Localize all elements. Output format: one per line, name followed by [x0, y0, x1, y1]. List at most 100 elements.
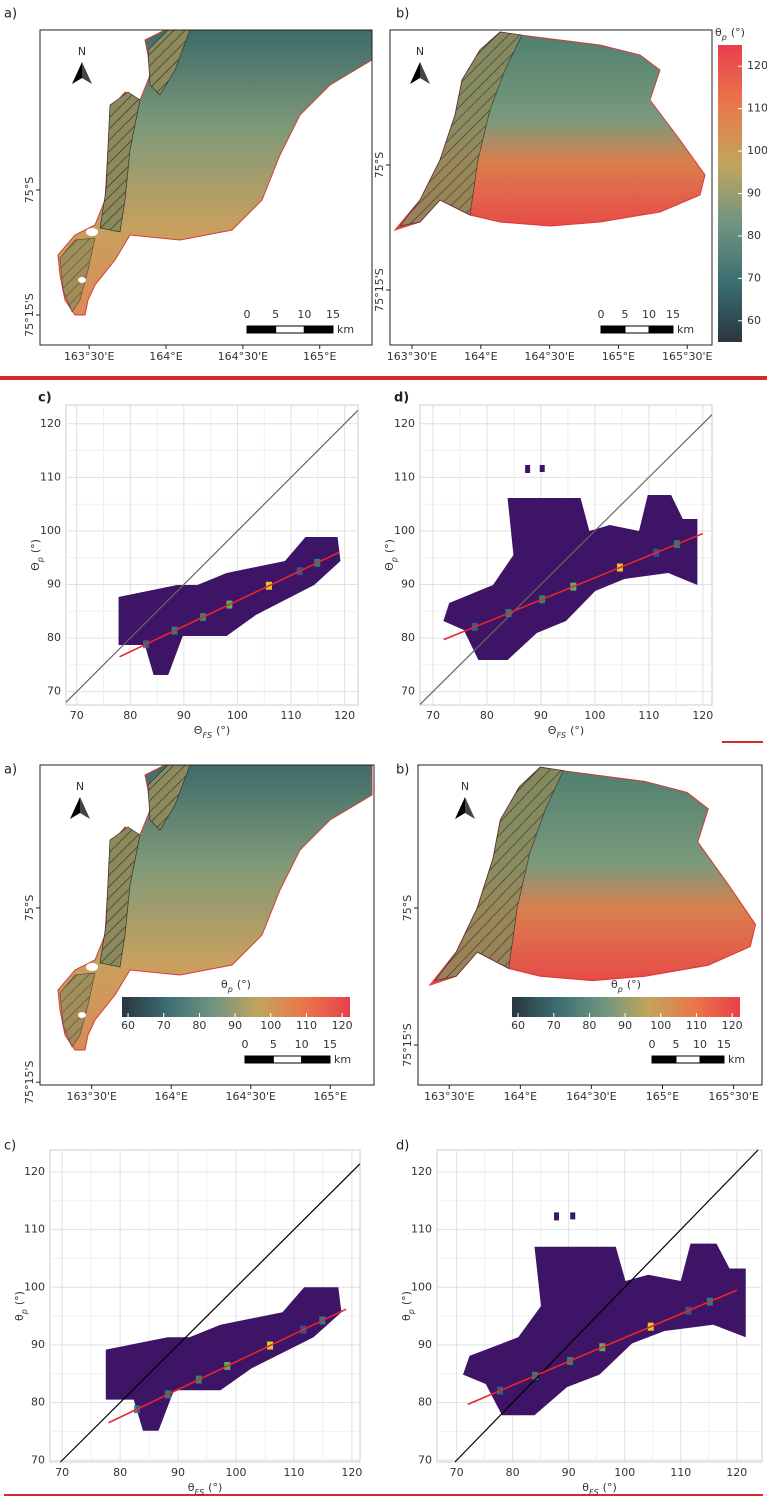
scalebar-label: 15 [323, 1038, 337, 1051]
label-unit: (°) [29, 539, 42, 553]
x-tick-label: 164°30'E [524, 350, 575, 363]
scalebar-label: 15 [666, 308, 680, 321]
label-unit: (°) [603, 1481, 617, 1494]
x-tick-label: 165°E [602, 350, 635, 363]
x-tick-label: 120 [726, 1466, 747, 1479]
label-subscript: FS [589, 1488, 599, 1497]
colorbar-tick-label: 80 [747, 229, 761, 242]
scalebar-segment [600, 325, 626, 334]
north-arrow [465, 797, 475, 819]
axis-label: θp (°) [611, 978, 641, 994]
north-arrow [70, 797, 80, 819]
y-tick-label: 80 [31, 1396, 45, 1409]
scalebar-unit: km [337, 323, 354, 336]
axis-label: θFS (°) [188, 1481, 223, 1497]
y-tick-label: 80 [47, 631, 61, 644]
y-tick-label: 70 [401, 685, 415, 698]
x-tick-label: 165°E [303, 350, 336, 363]
x-tick-label: 80 [506, 1466, 520, 1479]
colorbar-tick-label: 60 [511, 1019, 525, 1032]
panel-label: a) [4, 763, 17, 778]
x-tick-label: 165°E [646, 1090, 679, 1103]
map-frame [417, 764, 763, 1086]
density-cloud [554, 1212, 559, 1221]
axis-label: θp (°) [13, 1291, 29, 1321]
x-tick-label: 164°E [149, 350, 182, 363]
identity-line [454, 1149, 759, 1463]
scalebar-segment [275, 325, 305, 334]
scalebar-segment [651, 1055, 677, 1064]
x-tick-label: 164°E [154, 1090, 187, 1103]
colorbar-tick-label: 70 [157, 1019, 171, 1032]
north-arrow [410, 62, 420, 84]
x-tick-label: 70 [55, 1466, 69, 1479]
x-tick-label: 90 [562, 1466, 576, 1479]
x-tick-label: 70 [426, 709, 440, 722]
label-unit: (°) [400, 1291, 413, 1305]
colorbar-tick-label: 70 [547, 1019, 561, 1032]
colorbar-tick-label: 80 [192, 1019, 206, 1032]
x-tick-label: 110 [670, 1466, 691, 1479]
north-arrow [72, 62, 82, 84]
axis-label: ΘFS (°) [548, 724, 584, 740]
y-tick-label: 75°S [401, 895, 414, 921]
x-tick-label: 90 [534, 709, 548, 722]
axis-label: θFS (°) [582, 1481, 617, 1497]
colorbar-tick-label: 110 [686, 1019, 707, 1032]
x-tick-label: 120 [341, 1466, 362, 1479]
x-tick-label: 100 [227, 709, 248, 722]
y-tick-label: 75°S [23, 177, 36, 203]
y-tick-label: 75°15'S [373, 268, 386, 312]
scalebar-unit: km [728, 1053, 745, 1066]
x-tick-label: 165°E [314, 1090, 347, 1103]
y-tick-label: 75°S [373, 152, 386, 178]
label-symbol: θ [715, 26, 722, 39]
axis-label: ΘFS (°) [194, 724, 230, 740]
y-tick-label: 90 [401, 577, 415, 590]
scalebar-label: 5 [673, 1038, 680, 1051]
colorbar-tick-label: 110 [296, 1019, 317, 1032]
label-symbol: θ [221, 978, 228, 991]
y-tick-label: 110 [40, 470, 61, 483]
x-tick-label: 70 [70, 709, 84, 722]
north-label: N [461, 780, 469, 793]
y-tick-label: 120 [411, 1165, 432, 1178]
y-tick-label: 80 [401, 631, 415, 644]
axis-label: Θp (°) [383, 539, 399, 571]
colorbar-tick-label: 120 [722, 1019, 743, 1032]
label-subscript: p [407, 1309, 416, 1315]
x-tick-label: 90 [171, 1466, 185, 1479]
x-tick-label: 163°30'E [64, 350, 115, 363]
x-tick-label: 110 [283, 1466, 304, 1479]
x-tick-label: 110 [281, 709, 302, 722]
x-tick-label: 100 [226, 1466, 247, 1479]
x-tick-label: 80 [480, 709, 494, 722]
panel-label: d) [394, 391, 409, 406]
north-label: N [78, 45, 86, 58]
map-image [429, 766, 757, 986]
scalebar-label: 5 [272, 308, 279, 321]
colorbar-tick-label: 80 [582, 1019, 596, 1032]
identity-line [419, 414, 713, 705]
label-symbol: θ [13, 1314, 26, 1321]
map-image [57, 29, 373, 316]
north-arrow [420, 62, 430, 84]
identity-line [65, 409, 359, 703]
colorbar-tick-label: 90 [618, 1019, 632, 1032]
scalebar-label: 15 [717, 1038, 731, 1051]
panel-label: c) [38, 391, 52, 406]
label-symbol: Θ [194, 724, 203, 737]
scalebar-label: 10 [642, 308, 656, 321]
panel-label: b) [396, 763, 409, 778]
scalebar-unit: km [334, 1053, 351, 1066]
y-tick-label: 110 [24, 1223, 45, 1236]
y-tick-label: 100 [394, 524, 415, 537]
x-tick-label: 70 [450, 1466, 464, 1479]
label-symbol: θ [582, 1481, 589, 1494]
axis-label: θp (°) [400, 1291, 416, 1321]
map-frame [39, 764, 375, 1086]
density-cloud [525, 465, 531, 473]
scalebar-segment [699, 1055, 725, 1064]
